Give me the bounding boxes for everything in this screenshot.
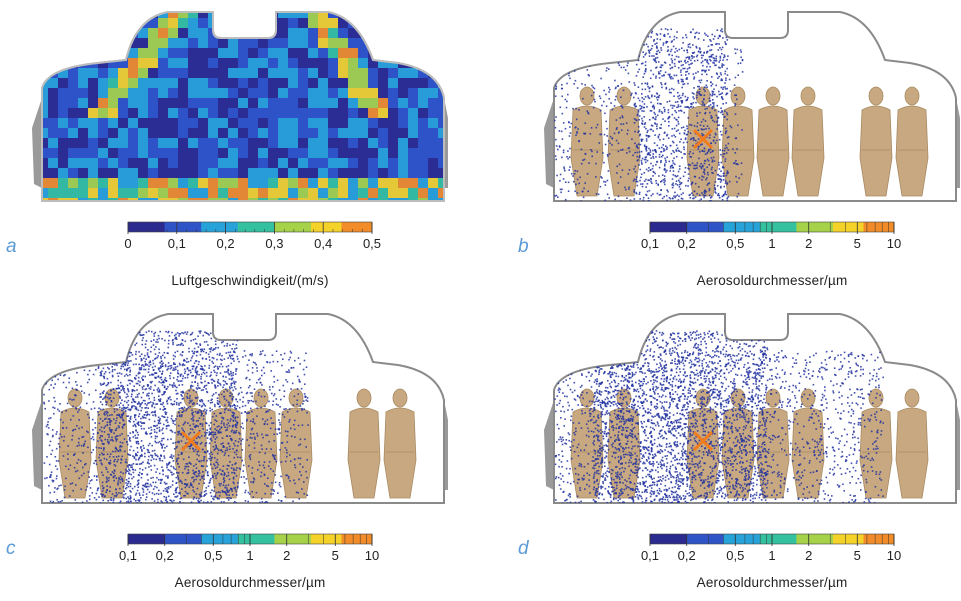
- cabin-left-wall: [544, 98, 554, 188]
- panel-d-scene: [540, 310, 960, 510]
- colorbar-tick-label: 2: [805, 236, 812, 251]
- colorbar-tick-label: 2: [805, 548, 812, 563]
- mannequin: [756, 86, 790, 197]
- panel-c-colorbar: 0,1 0,2 0,5 1 2 5 10: [110, 530, 390, 570]
- mannequins: [570, 86, 929, 197]
- aerosol-colorbar-b: 0,1 0,2 0,5 1 2 5 10: [641, 221, 901, 251]
- panel-d-scale-title: Aerosoldurchmesser/µm: [696, 575, 848, 590]
- panel-b-letter: b: [518, 236, 529, 257]
- mannequin: [895, 388, 929, 499]
- colorbar-tick-label: 0,1: [641, 236, 659, 251]
- panel-c-letter: c: [6, 538, 16, 559]
- mannequin: [791, 388, 825, 499]
- colorbar-tick-label: 0,1: [168, 236, 186, 251]
- colorbar-tick-label: 0,1: [119, 548, 137, 563]
- mannequin: [721, 86, 755, 197]
- colorbar-tick-label: 0,2: [678, 236, 696, 251]
- colorbar-tick-label: 0,2: [217, 236, 235, 251]
- colorbar-tick-label: 0,5: [726, 548, 744, 563]
- aerosol-scene-d: [544, 313, 960, 504]
- panel-b-scene: [540, 8, 960, 208]
- cabin-left-wall: [32, 400, 42, 490]
- cabin-outline: [553, 313, 957, 504]
- mannequin: [570, 86, 604, 197]
- colorbar-tick-label: 1: [768, 548, 775, 563]
- mannequin: [383, 388, 417, 499]
- source-marker-icon: [692, 430, 714, 452]
- panel-a-colorbar: 0 0,1 0,2 0,3 0,4 0,5: [110, 218, 390, 258]
- colorbar-tick-label: 1: [768, 236, 775, 251]
- panel-a-scene: [28, 8, 448, 208]
- source-marker-icon: [692, 128, 714, 150]
- source-marker-icon: [180, 430, 202, 452]
- panel-b-colorbar: 0,1 0,2 0,5 1 2 5 10: [632, 218, 912, 258]
- colorbar-tick-label: 0: [124, 236, 131, 251]
- colorbar-tick-label: 5: [332, 548, 339, 563]
- panel-a-scale-title: Luftgeschwindigkeit/(m/s): [171, 273, 329, 288]
- colorbar-tick-label: 10: [365, 548, 379, 563]
- mannequin: [95, 388, 129, 499]
- mannequin: [895, 86, 929, 197]
- colorbar-tick-label: 5: [854, 236, 861, 251]
- aerosol-particles: [554, 330, 884, 503]
- panel-b-scale-title: Aerosoldurchmesser/µm: [696, 273, 848, 288]
- panel-d-letter: d: [518, 538, 529, 559]
- colorbar-tick-label: 0,5: [726, 236, 744, 251]
- aerosol-scene-c: [32, 313, 448, 504]
- colorbar-tick-label: 2: [283, 548, 290, 563]
- aerosol-particles: [42, 330, 309, 503]
- panel-c-scene: [28, 310, 448, 510]
- colorbar-tick-label: 1: [246, 548, 253, 563]
- mannequin: [859, 86, 893, 197]
- colorbar-gradient: [128, 534, 373, 544]
- mannequin: [347, 388, 381, 499]
- mannequin: [791, 86, 825, 197]
- colorbar-tick-label: 0,5: [363, 236, 381, 251]
- colorbar-tick-label: 0,4: [314, 236, 332, 251]
- colorbar-gradient: [128, 222, 373, 232]
- aerosol-colorbar-c: 0,1 0,2 0,5 1 2 5 10: [119, 533, 379, 563]
- aerosol-scene-b: [544, 11, 960, 202]
- panel-c-scale-title: Aerosoldurchmesser/µm: [174, 575, 326, 590]
- panel-a-letter: a: [6, 236, 17, 257]
- panel-d-colorbar: 0,1 0,2 0,5 1 2 5 10: [632, 530, 912, 570]
- velocity-field-image: [32, 11, 448, 202]
- mannequin: [570, 388, 604, 499]
- colorbar-tick-label: 0,2: [156, 548, 174, 563]
- colorbar-tick-label: 5: [854, 548, 861, 563]
- colorbar-tick-label: 0,5: [204, 548, 222, 563]
- colorbar-tick-label: 0,1: [641, 548, 659, 563]
- colorbar-tick-label: 0,3: [265, 236, 283, 251]
- cabin-left-wall: [32, 98, 42, 188]
- colorbar-tick-label: 10: [887, 548, 901, 563]
- colorbar-tick-label: 0,2: [678, 548, 696, 563]
- colorbar-tick-label: 10: [887, 236, 901, 251]
- cabin-left-wall: [544, 400, 554, 490]
- aerosol-colorbar-d: 0,1 0,2 0,5 1 2 5 10: [641, 533, 901, 563]
- velocity-colorbar: 0 0,1 0,2 0,3 0,4 0,5: [124, 221, 381, 251]
